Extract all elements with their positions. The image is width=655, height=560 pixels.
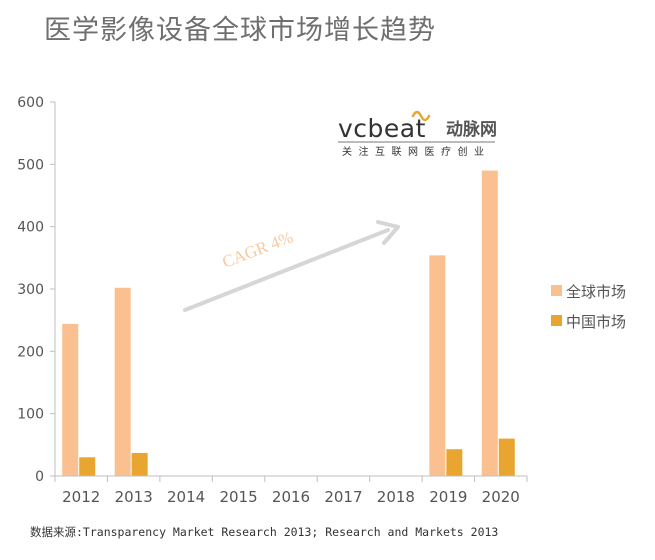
vcbeat-logo: vcbeat 动脉网 关注互联网医疗创业	[338, 110, 497, 158]
y-tick-label: 600	[17, 95, 44, 111]
legend-swatch-china	[551, 315, 562, 326]
bars	[62, 170, 515, 477]
y-tick-label: 500	[17, 157, 44, 173]
x-axis-ticks: 2012 2013 2014 2015 2016 2017 2018 2019 2020	[54, 476, 528, 506]
x-tick-label: 2019	[429, 488, 467, 506]
trend-arrow	[183, 228, 390, 312]
logo-tagline: 关注互联网医疗创业	[342, 145, 491, 158]
x-tick-label: 2020	[482, 488, 520, 506]
x-tick-label: 2017	[324, 488, 362, 506]
legend: 全球市场 中国市场	[551, 283, 626, 331]
y-axis-ticks: 0 100 200 300 400 500 600	[17, 95, 56, 485]
bar-china-2019	[446, 449, 463, 476]
x-tick-label: 2014	[167, 488, 205, 506]
y-tick-label: 100	[17, 407, 44, 423]
x-tick-label: 2012	[62, 488, 100, 506]
bar-global-2013	[114, 287, 131, 476]
logo-brand-cn: 动脉网	[446, 119, 497, 140]
y-tick-label: 0	[35, 469, 44, 485]
x-tick-label: 2015	[219, 488, 257, 506]
legend-label-china: 中国市场	[566, 313, 626, 331]
bar-china-2020	[498, 438, 515, 476]
x-tick-label: 2016	[272, 488, 310, 506]
bar-china-2012	[79, 457, 96, 476]
legend-label-global: 全球市场	[566, 283, 626, 301]
page-title: 医学影像设备全球市场增长趋势	[44, 15, 436, 46]
logo-brand: vcbeat	[338, 114, 426, 143]
cagr-annotation: CAGR 4%	[220, 227, 296, 271]
bar-china-2013	[131, 452, 148, 476]
y-tick-label: 300	[17, 282, 44, 298]
y-tick-label: 400	[17, 220, 44, 236]
bar-global-2019	[429, 255, 446, 476]
x-tick-label: 2013	[115, 488, 153, 506]
source-note: 数据来源:Transparency Market Research 2013; …	[30, 525, 499, 539]
logo-wave-icon	[411, 110, 431, 122]
bar-global-2020	[481, 170, 498, 477]
x-tick-label: 2018	[377, 488, 415, 506]
trend-arrow-head	[376, 220, 400, 245]
legend-swatch-global	[551, 285, 562, 296]
bar-global-2012	[62, 323, 79, 476]
y-tick-label: 200	[17, 344, 44, 360]
